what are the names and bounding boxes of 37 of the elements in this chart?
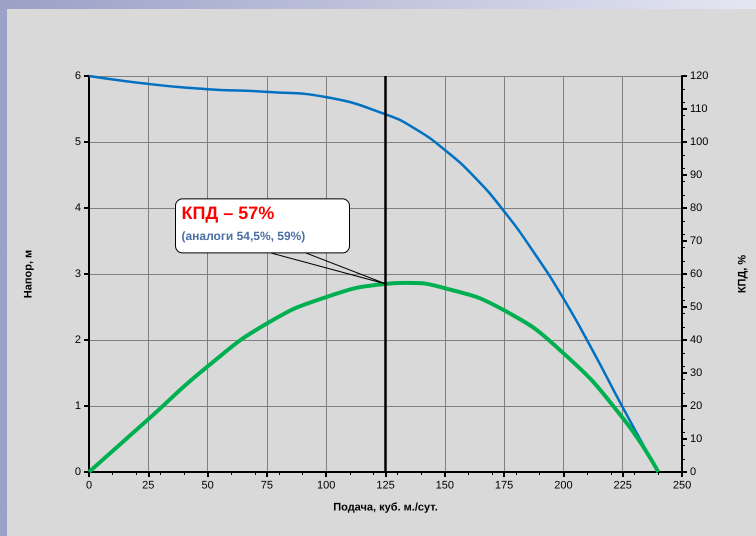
y2-tick-label: 10	[690, 433, 702, 445]
y2-tick-label: 80	[690, 202, 702, 214]
y2-tick-label: 50	[690, 301, 702, 313]
y2-tick-label: 100	[690, 136, 708, 148]
x-tick-label: 50	[201, 480, 214, 492]
y2-tick-label: 110	[690, 103, 708, 115]
y2-tick-label: 70	[690, 235, 702, 247]
y-tick-label: 1	[74, 400, 81, 412]
y2-tick-label: 20	[690, 400, 702, 412]
y2-tick-label: 30	[690, 367, 702, 379]
y2-tick-label: 120	[690, 70, 708, 82]
y-tick-label: 3	[74, 268, 81, 280]
y-tick-label: 0	[74, 466, 81, 478]
y2-axis-title: КПД, %	[736, 254, 748, 294]
x-tick-label: 250	[672, 480, 692, 492]
x-tick-label: 0	[86, 480, 92, 492]
y2-tick-label: 90	[690, 169, 702, 181]
x-tick-label: 100	[317, 480, 336, 492]
x-tick-label: 200	[554, 480, 573, 492]
y2-tick-label: 0	[690, 466, 696, 478]
y-axis-title: Напор, м	[22, 250, 34, 298]
annotation: КПД – 57%	[182, 202, 274, 223]
y-tick-label: 2	[74, 334, 81, 346]
y2-tick-label: 40	[690, 334, 702, 346]
x-tick-label: 25	[142, 480, 154, 492]
y-tick-label: 5	[74, 136, 81, 148]
y-tick-label: 6	[74, 70, 81, 82]
line-series	[87, 280, 660, 474]
x-tick-label: 175	[494, 480, 514, 492]
x-tick-label: 225	[614, 480, 632, 492]
x-axis-title: Подача, куб. м./сут.	[333, 502, 438, 514]
annotation: (аналоги 54,5%, 59%)	[182, 228, 306, 243]
x-tick-label: 75	[260, 480, 274, 492]
y2-tick-label: 60	[690, 268, 702, 280]
y-tick-label: 4	[74, 202, 81, 214]
x-tick-label: 150	[436, 480, 454, 492]
x-tick-label: 125	[376, 480, 395, 492]
